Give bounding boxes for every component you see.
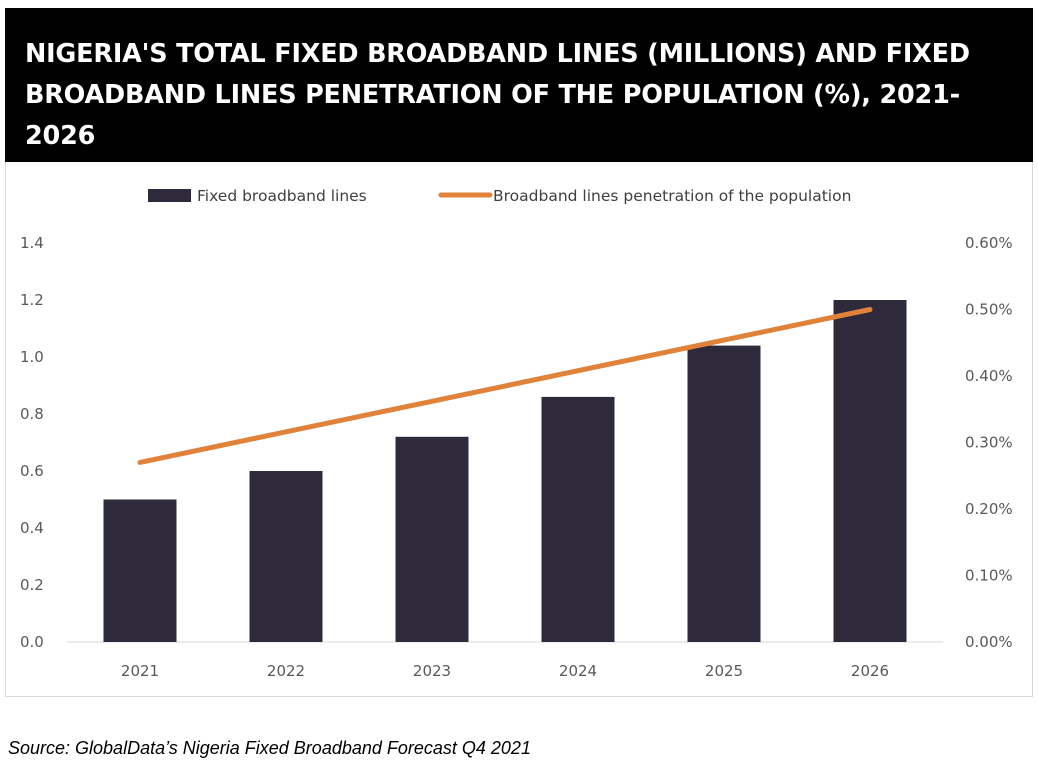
legend-bar-label: Fixed broadband lines xyxy=(197,187,367,205)
y-left-tick-label: 1.0 xyxy=(20,348,44,366)
y-right-tick-label: 0.40% xyxy=(965,367,1013,385)
y-left-tick-label: 0.6 xyxy=(20,462,44,480)
y-right-tick-label: 0.00% xyxy=(965,633,1013,651)
penetration-line xyxy=(137,307,873,465)
y-left-tick-label: 1.4 xyxy=(20,234,44,252)
x-tick-label: 2025 xyxy=(705,662,743,680)
x-tick-label: 2024 xyxy=(559,662,597,680)
x-tick-label: 2026 xyxy=(851,662,889,680)
title-banner: NIGERIA'S TOTAL FIXED BROADBAND LINES (M… xyxy=(5,8,1033,162)
y-right-tick-label: 0.30% xyxy=(965,434,1013,452)
bar-2026 xyxy=(833,300,907,642)
x-tick-label: 2021 xyxy=(121,662,159,680)
y-left-tick-label: 0.2 xyxy=(20,576,44,594)
x-tick-label: 2022 xyxy=(267,662,305,680)
y-right-tick-label: 0.10% xyxy=(965,567,1013,585)
bar-2024 xyxy=(541,396,615,642)
y-right-tick-label: 0.50% xyxy=(965,301,1013,319)
legend-bar-swatch xyxy=(148,189,191,202)
chart-frame xyxy=(5,162,1033,697)
y-left-tick-label: 0.0 xyxy=(20,633,44,651)
y-right-tick-label: 0.20% xyxy=(965,500,1013,518)
y-left-tick-label: 1.2 xyxy=(20,291,44,309)
y-left-tick-label: 0.4 xyxy=(20,519,44,537)
y-right-tick-label: 0.60% xyxy=(965,234,1013,252)
legend-line-label: Broadband lines penetration of the popul… xyxy=(493,187,851,205)
bar-2023 xyxy=(395,436,469,642)
x-tick-label: 2023 xyxy=(413,662,451,680)
source-note: Source: GlobalData’s Nigeria Fixed Broad… xyxy=(8,738,531,758)
bar-2025 xyxy=(687,345,761,642)
bar-2022 xyxy=(249,471,323,642)
y-left-tick-label: 0.8 xyxy=(20,405,44,423)
bar-2021 xyxy=(103,499,177,642)
chart-title: NIGERIA'S TOTAL FIXED BROADBAND LINES (M… xyxy=(25,39,970,151)
